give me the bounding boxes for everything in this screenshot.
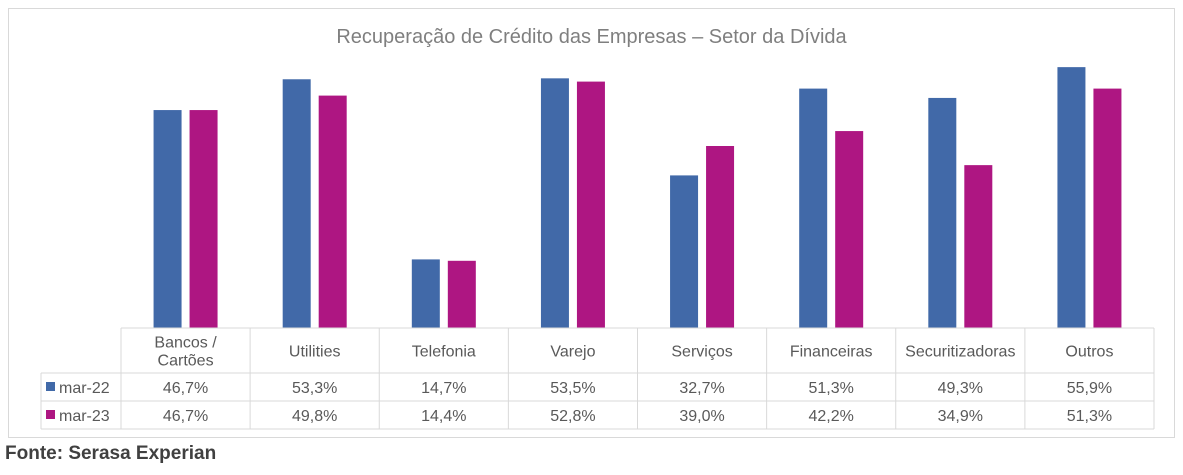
value-mar-23-2: 49,8% — [292, 408, 337, 425]
value-mar-22-4: 53,5% — [550, 380, 595, 397]
value-mar-23-6: 42,2% — [809, 408, 854, 425]
bar-mar-23-4 — [576, 81, 605, 328]
bar-mar-23-7 — [964, 165, 993, 328]
bar-mar-23-3 — [447, 260, 476, 328]
chart-frame — [8, 8, 1175, 438]
source-note: Fonte: Serasa Experian — [5, 443, 217, 464]
chart-plot: Bancos /Cartões Utilities Telefonia Varejo S… — [40, 67, 1155, 430]
bar-mar-23-6 — [835, 131, 864, 328]
category-label-8: Outros — [1065, 344, 1113, 361]
value-mar-22-5: 32,7% — [679, 380, 724, 397]
bar-mar-22-1 — [153, 110, 182, 328]
legend-key-mar-22 — [46, 382, 55, 391]
value-mar-22-3: 14,7% — [421, 380, 466, 397]
category-label-1-line-2: Cartões — [158, 353, 214, 370]
value-mar-23-7: 34,9% — [938, 408, 983, 425]
bar-mar-22-5 — [670, 175, 699, 328]
bar-mar-22-8 — [1057, 67, 1086, 328]
value-mar-22-7: 49,3% — [938, 380, 983, 397]
bar-mar-22-6 — [799, 88, 828, 328]
category-label-6: Financeiras — [790, 344, 873, 361]
bar-mar-22-7 — [928, 97, 957, 328]
bar-mar-22-3 — [411, 259, 440, 328]
value-mar-22-8: 55,9% — [1067, 380, 1112, 397]
value-mar-23-8: 51,3% — [1067, 408, 1112, 425]
value-mar-23-5: 39,0% — [679, 408, 724, 425]
value-mar-23-4: 52,8% — [550, 408, 595, 425]
category-label-5: Serviços — [671, 344, 732, 361]
bar-mar-23-1 — [189, 110, 218, 328]
bar-mar-23-2 — [318, 95, 347, 328]
category-label-3: Telefonia — [412, 344, 476, 361]
legend-key-mar-23 — [46, 410, 55, 419]
bar-mar-22-2 — [282, 79, 311, 329]
category-label-7: Securitizadoras — [905, 344, 1015, 361]
category-label-2: Utilities — [289, 344, 341, 361]
category-label-1-line-1: Bancos / — [154, 335, 217, 352]
value-mar-22-6: 51,3% — [809, 380, 854, 397]
value-mar-23-1: 46,7% — [163, 408, 208, 425]
category-label-4: Varejo — [550, 344, 595, 361]
bar-mar-23-5 — [706, 146, 735, 328]
legend-label-mar-22: mar-22 — [59, 380, 110, 397]
bar-mar-23-8 — [1093, 88, 1122, 328]
value-mar-22-1: 46,7% — [163, 380, 208, 397]
bar-mar-22-4 — [540, 78, 569, 328]
value-mar-23-3: 14,4% — [421, 408, 466, 425]
value-mar-22-2: 53,3% — [292, 380, 337, 397]
legend-label-mar-23: mar-23 — [59, 408, 110, 425]
chart-title: Recuperação de Crédito das Empresas – Se… — [336, 26, 847, 48]
